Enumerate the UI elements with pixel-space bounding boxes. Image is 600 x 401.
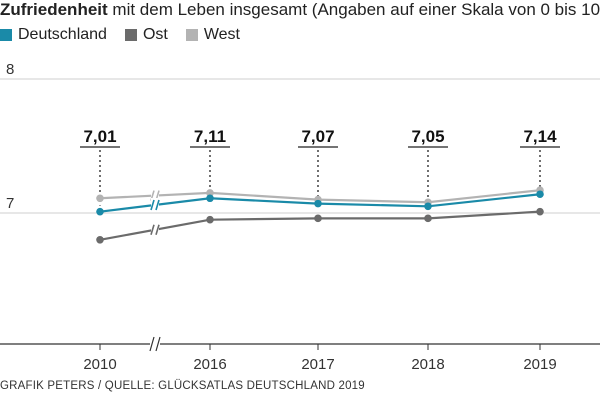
point-ost-2018: [424, 214, 432, 223]
x-tick-label-2010: 2010: [83, 356, 116, 373]
series-break-slash-deutschland-2: [155, 199, 160, 211]
legend-item-ost: Ost: [124, 26, 168, 44]
data-label-2016: 7,11: [194, 127, 226, 146]
data-label-2017: 7,07: [301, 127, 334, 146]
legend-label-deutschland: Deutschland: [18, 26, 107, 43]
y-tick-label-8: 8: [6, 61, 14, 78]
series-break-gap-deutschland: [151, 197, 159, 212]
legend-label-ost: Ost: [142, 26, 168, 43]
series-break-slash-deutschland-1: [150, 199, 155, 211]
legend-label-west: West: [203, 26, 240, 43]
x-tick-label-2018: 2018: [411, 356, 444, 373]
point-deutschland-2016: [206, 194, 214, 203]
point-ost-2019: [536, 207, 544, 216]
legend-item-deutschland: Deutschland: [0, 26, 107, 44]
series-break-slash-ost-1: [150, 224, 155, 235]
point-deutschland-2010: [96, 207, 104, 216]
data-label-2010: 7,01: [83, 127, 116, 146]
series-break-slash-ost-2: [155, 224, 160, 235]
point-deutschland-2019: [536, 190, 544, 199]
axis-break-slash-2: [155, 336, 161, 352]
data-label-2018: 7,05: [411, 127, 444, 146]
series-break-gap-west: [151, 188, 159, 203]
y-tick-label-7: 7: [6, 195, 14, 212]
chart-title: Zufriedenheit mit dem Leben insgesamt (A…: [0, 0, 600, 20]
series-break-gap-ost: [151, 222, 159, 237]
legend-item-west: West: [185, 26, 240, 44]
axis-break-gap: [150, 336, 160, 352]
chart-title-bold: Zufriedenheit: [0, 0, 108, 19]
point-west-2016: [206, 189, 214, 197]
legend-swatch-ost: [124, 29, 137, 41]
legend-swatch-west: [185, 29, 198, 41]
point-west-2010: [96, 194, 104, 203]
x-tick-label-2017: 2017: [301, 356, 334, 373]
x-tick-label-2016: 2016: [193, 356, 226, 373]
axis-break-slash-1: [149, 336, 155, 352]
legend-swatch-deutschland: [0, 29, 12, 41]
x-tick-label-2019: 2019: [523, 356, 556, 373]
point-ost-2016: [206, 215, 214, 224]
source-note: GRAFIK PETERS / QUELLE: GLÜCKSATLAS DEUT…: [0, 380, 365, 392]
chart-legend: Deutschland Ost West: [0, 25, 258, 45]
point-ost-2010: [96, 236, 104, 244]
point-deutschland-2018: [424, 202, 432, 211]
point-deutschland-2017: [314, 199, 322, 208]
data-label-2019: 7,14: [523, 127, 557, 146]
point-ost-2017: [314, 214, 322, 223]
chart-title-rest: mit dem Leben insgesamt (Angaben auf ein…: [112, 0, 600, 19]
